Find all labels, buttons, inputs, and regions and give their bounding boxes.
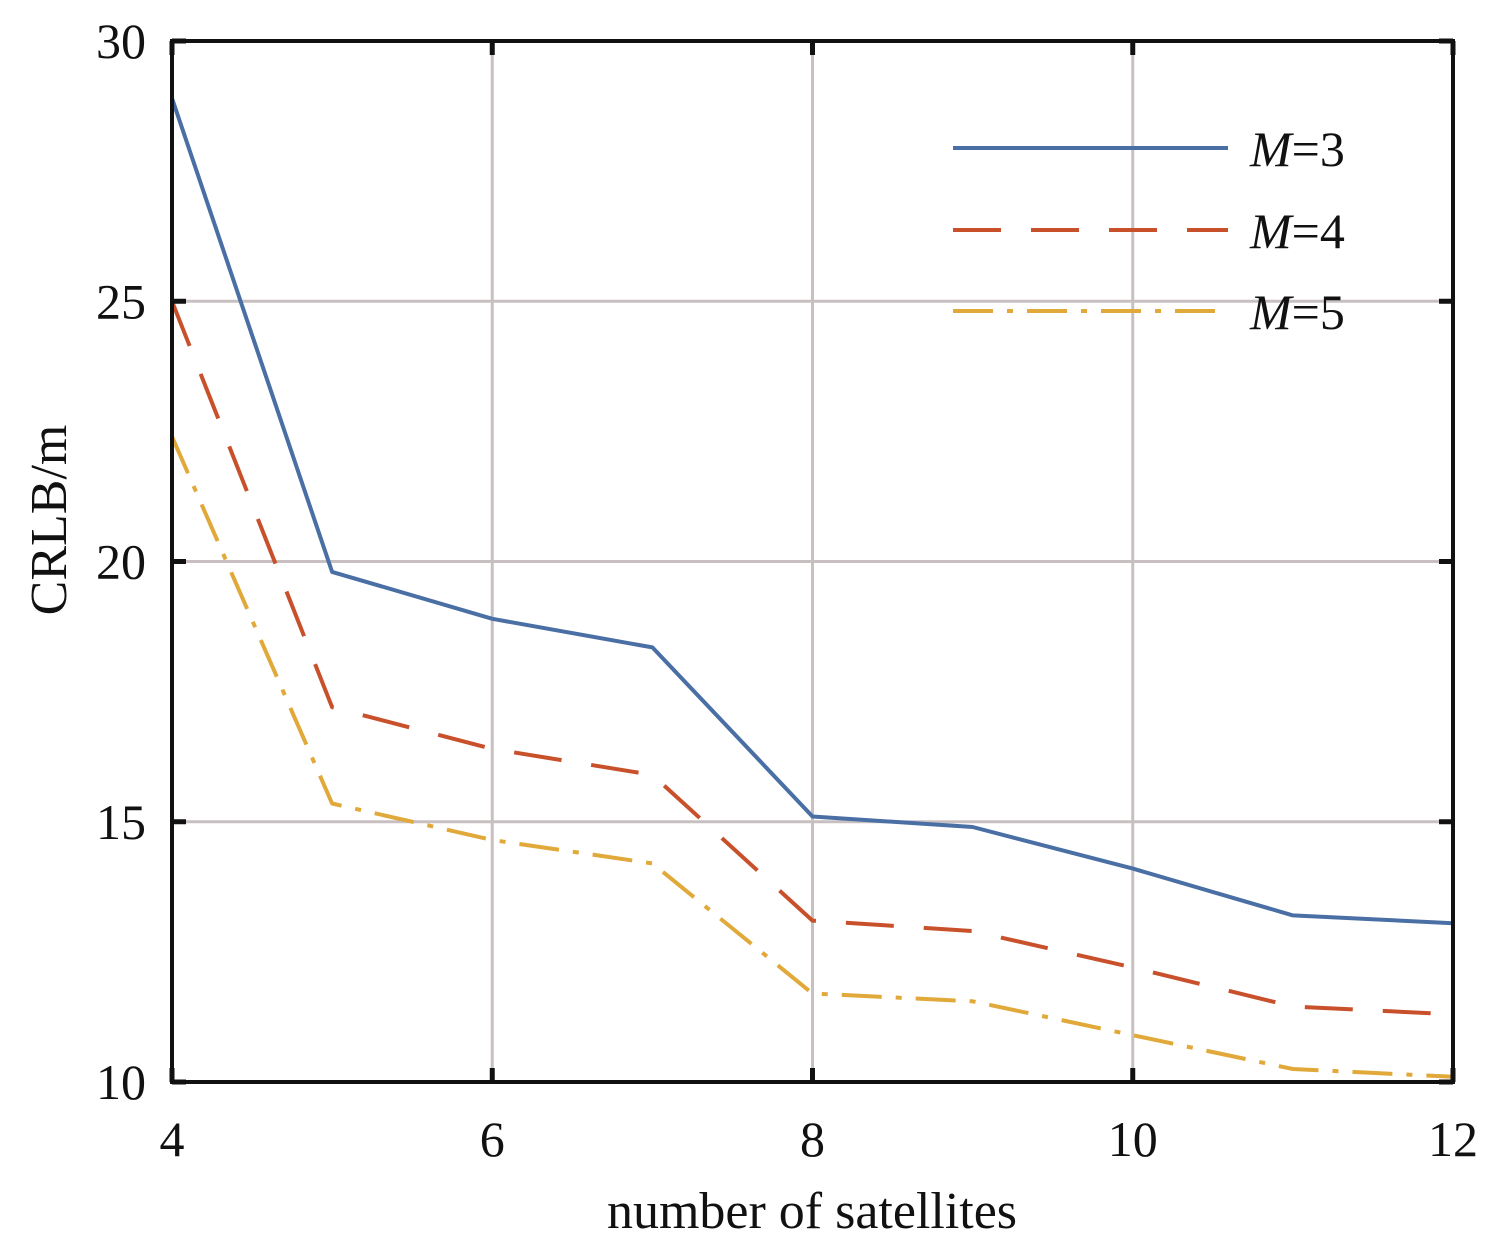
y-tick-label: 30 [96,13,146,69]
y-tick-labels: 10 15 20 25 30 [96,13,146,1110]
x-tick-label: 4 [160,1111,185,1167]
y-tick-label: 20 [96,534,146,590]
x-tick-labels: 4 6 8 10 12 [160,1111,1479,1167]
legend-label-1: M=3 [1249,121,1345,177]
x-axis-title: number of satellites [607,1183,1017,1240]
y-axis-title: CRLB/m [21,425,78,616]
legend-label-3: M=5 [1249,284,1345,340]
grid [172,41,1453,1082]
y-tick-label: 25 [96,273,146,329]
x-tick-label: 8 [800,1111,825,1167]
x-tick-label: 12 [1428,1111,1478,1167]
y-tick-label: 15 [96,794,146,850]
series-line-3 [170,435,1454,1079]
axis-ticks [169,38,1456,1085]
legend: M=3 M=4 M=5 [953,121,1345,340]
x-tick-label: 10 [1108,1111,1158,1167]
series-line-2 [170,300,1454,1017]
series-layer [170,97,1454,1079]
y-tick-label: 10 [96,1054,146,1110]
legend-label-2: M=4 [1249,203,1345,259]
series-line-1 [170,97,1454,926]
x-tick-label: 6 [480,1111,505,1167]
